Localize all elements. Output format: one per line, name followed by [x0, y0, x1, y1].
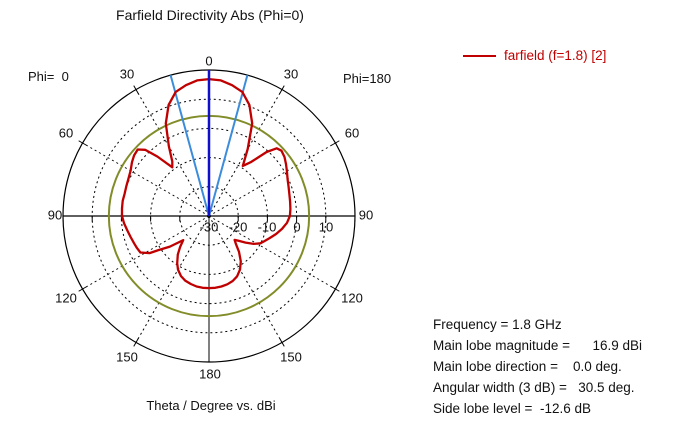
angle-tick	[331, 286, 340, 292]
page-title: Farfield Directivity Abs (Phi=0)	[116, 7, 304, 23]
theta-angle-label: 60	[58, 125, 74, 141]
angle-tick	[279, 338, 285, 347]
stat-main-lobe-magnitude: Main lobe magnitude = 16.9 dBi	[433, 338, 643, 353]
stat-main-lobe-direction: Main lobe direction = 0.0 deg.	[433, 359, 622, 374]
radial-dbi-label: 0	[293, 219, 301, 235]
phi-right-label: Phi=180	[343, 71, 392, 86]
angle-tick	[78, 286, 87, 292]
stat-frequency: Frequency = 1.8 GHz	[433, 317, 562, 332]
theta-angle-label: 90	[358, 207, 374, 223]
theta-angle-label: 120	[341, 290, 363, 306]
farfield-curve	[120, 77, 292, 290]
theta-angle-label: 150	[280, 349, 302, 365]
axis-caption: Theta / Degree vs. dBi	[146, 398, 276, 413]
theta-angle-label: 60	[344, 125, 360, 141]
theta-angle-label: 30	[119, 66, 135, 82]
theta-angle-label: 120	[55, 290, 77, 306]
grid-spoke-dashed	[208, 142, 336, 217]
grid-spoke-dashed	[135, 89, 210, 217]
grid-spoke-dashed	[208, 215, 283, 343]
angle-tick	[331, 140, 340, 146]
angular-width-line	[169, 74, 210, 217]
angle-tick	[78, 140, 87, 146]
theta-angle-label: 30	[283, 66, 299, 82]
phi-left-label: Phi= 0	[28, 69, 69, 84]
angular-width-line	[208, 74, 249, 217]
grid-spoke-dashed	[208, 89, 283, 217]
theta-angle-label: 180	[199, 366, 221, 382]
legend-line-swatch	[463, 54, 496, 57]
stat-side-lobe-level: Side lobe level = -12.6 dB	[433, 401, 591, 416]
theta-angle-label: 0	[205, 53, 213, 69]
theta-angle-label: 90	[47, 207, 63, 223]
legend: farfield (f=1.8) [2]	[463, 48, 606, 63]
angle-tick	[133, 338, 139, 347]
grid-spoke-dashed	[82, 215, 210, 290]
grid-spoke-dashed	[135, 215, 210, 343]
legend-series-label: farfield (f=1.8) [2]	[504, 48, 607, 63]
radial-dbi-label: -20	[228, 219, 248, 235]
angle-tick	[133, 85, 139, 94]
farfield-stats-block: Frequency = 1.8 GHz Main lobe magnitude …	[433, 314, 642, 419]
grid-spoke-dashed	[82, 142, 210, 217]
radial-dbi-label: 10	[318, 219, 334, 235]
theta-angle-label: 150	[116, 349, 138, 365]
radial-dbi-label: -30	[199, 219, 219, 235]
stat-angular-width: Angular width (3 dB) = 30.5 deg.	[433, 380, 635, 395]
grid-spoke-dashed	[208, 215, 336, 290]
angle-tick	[279, 85, 285, 94]
radial-dbi-label: -10	[257, 219, 277, 235]
